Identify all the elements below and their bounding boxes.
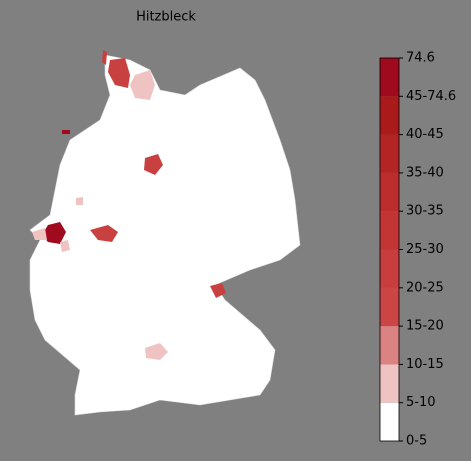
- colorbar-label: 20-25: [406, 280, 444, 295]
- colorbar-segment: [380, 211, 399, 250]
- colorbar-label: 35-40: [406, 165, 444, 180]
- region-low: [32, 228, 47, 240]
- region-max: [42, 222, 66, 244]
- colorbar-label: 30-35: [406, 204, 444, 219]
- country-outline: [29, 54, 301, 416]
- region-low: [130, 70, 155, 100]
- colorbar-label: 5-10: [406, 395, 436, 410]
- colorbar-label: 40-45: [406, 127, 444, 142]
- region-high: [210, 283, 226, 298]
- colorbar-segment: [380, 364, 399, 403]
- region-high: [102, 50, 107, 65]
- region-max: [62, 130, 70, 134]
- region-high: [90, 225, 118, 242]
- colorbar-segment: [380, 326, 399, 365]
- region-low: [76, 197, 83, 205]
- colorbar-segment: [380, 96, 399, 135]
- colorbar-segment: [380, 287, 399, 327]
- region-low: [145, 343, 168, 360]
- map-title: Hitzbleck: [136, 10, 196, 25]
- colorbar-label: 0-5: [406, 434, 427, 449]
- region-low: [60, 240, 70, 252]
- colorbar-label: 74.6: [406, 51, 435, 66]
- colorbar-label: 15-20: [406, 319, 444, 334]
- germany-map: [29, 50, 301, 416]
- region-high: [108, 58, 130, 88]
- region-high: [144, 154, 163, 175]
- colorbar: 0-5 5-10 10-15 15-20 20-25 25-30 30-35 35-40 40-…: [379, 51, 456, 449]
- colorbar-segment: [380, 402, 399, 441]
- colorbar-segment: [380, 249, 399, 288]
- colorbar-segment: [380, 134, 399, 173]
- colorbar-label: 25-30: [406, 242, 444, 257]
- colorbar-label: 45-74.6: [406, 89, 456, 104]
- colorbar-label: 10-15: [406, 357, 444, 372]
- colorbar-segment: [380, 172, 399, 212]
- colorbar-segment: [380, 58, 399, 97]
